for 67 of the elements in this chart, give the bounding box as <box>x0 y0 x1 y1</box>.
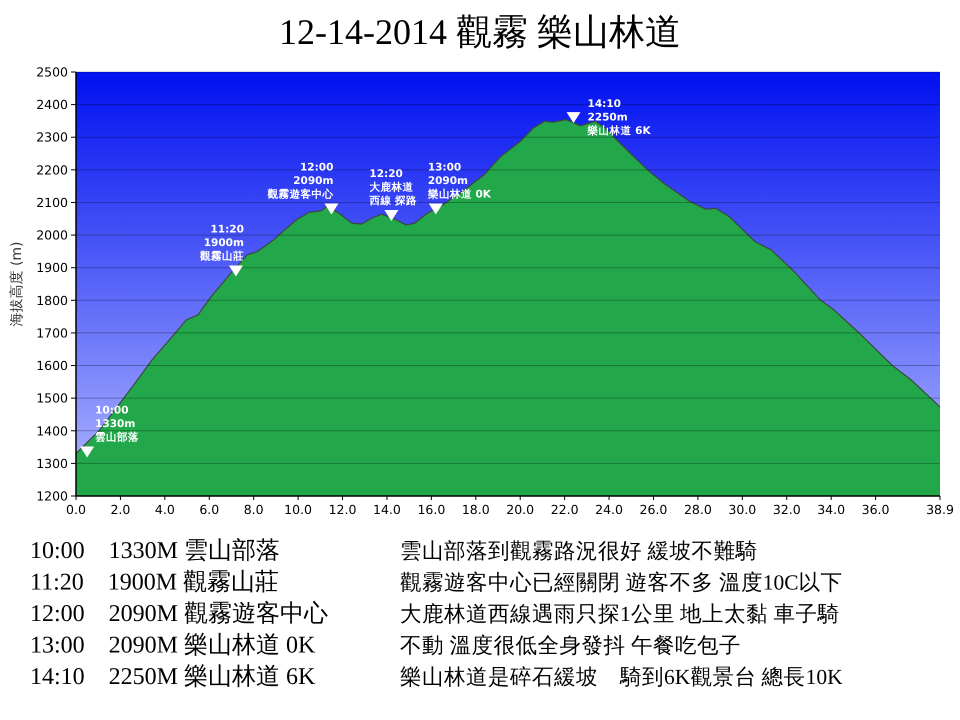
y-tick-label: 1500 <box>36 390 68 406</box>
x-tick-label: 16.0 <box>417 502 446 517</box>
text: 不動 溫度很低全身發抖 午餐吃包子 <box>400 634 741 658</box>
text: 樂山林道是碎石緩坡 騎到6K觀景台 總長10K <box>400 665 844 689</box>
point <box>566 112 581 124</box>
text: 13:00 2090M 樂山林道 0K <box>30 632 316 658</box>
x-tick-label: 38.9 <box>926 502 954 517</box>
point <box>384 210 398 222</box>
annotation: 雲山部落 <box>95 430 140 444</box>
x-tick-label: 32.0 <box>772 502 801 517</box>
x-tick-label: 10.0 <box>284 502 312 517</box>
x-tick-label: 6.0 <box>199 502 220 517</box>
x-tick-label: 4.0 <box>154 502 175 517</box>
text: 大鹿林道西線遇雨只探1公里 地上太黏 車子騎 <box>400 602 840 626</box>
annotation: 12:20 <box>369 168 403 180</box>
annotation: 西線 探路 <box>368 194 418 208</box>
chart-title: 12-14-2014 觀霧 樂山林道 <box>279 12 681 52</box>
annotation: 12:00 <box>300 161 334 174</box>
x-tick-label: 14.0 <box>373 502 401 517</box>
x-tick-label: 26.0 <box>640 502 668 517</box>
annotation: 大鹿林道 <box>369 180 414 194</box>
x-tick-label: 28.0 <box>684 502 712 517</box>
x-tick-label: 24.0 <box>595 502 624 517</box>
text: 10:00 1330M 雲山部落 <box>30 537 280 564</box>
annotation: 2250m <box>588 112 628 124</box>
y-tick-label: 1700 <box>36 325 68 340</box>
y-tick-label: 2100 <box>36 194 68 210</box>
point <box>324 203 338 214</box>
annotation: 2090m <box>428 174 468 187</box>
x-tick-label: 0.0 <box>66 502 86 517</box>
x-tick-label: 22.0 <box>550 502 579 517</box>
annotation: 14:10 <box>588 98 621 110</box>
annotation: 觀霧遊客中心 <box>266 187 334 200</box>
text: 觀霧遊客中心已經關閉 遊客不多 溫度10C以下 <box>400 570 843 594</box>
x-tick-label: 20.0 <box>506 502 534 517</box>
y-tick-label: 2300 <box>36 130 68 145</box>
text: 11:20 1900M 觀霧山莊 <box>30 570 280 596</box>
x-tick-label: 12.0 <box>328 502 356 517</box>
y-axis-title: 海拔高度 (m) <box>9 241 25 327</box>
x-tick-label: 18.0 <box>462 502 490 517</box>
y-tick-label: 2200 <box>36 162 68 178</box>
text: 雲山部落到觀霧路況很好 緩坡不難騎 <box>400 539 758 563</box>
annotation: 1900m <box>204 236 244 249</box>
y-tick-label: 1600 <box>36 358 68 374</box>
y-tick-label: 2500 <box>36 64 68 80</box>
point <box>80 446 94 458</box>
y-tick-label: 1200 <box>36 488 68 504</box>
x-tick-label: 30.0 <box>728 502 756 517</box>
annotation: 觀霧山莊 <box>198 249 244 262</box>
point <box>428 203 443 214</box>
x-tick-label: 2.0 <box>110 502 130 517</box>
x-tick-label: 34.0 <box>817 502 846 517</box>
y-tick-label: 2400 <box>36 97 68 112</box>
text: 12:00 2090M 觀霧遊客中心 <box>30 600 328 627</box>
text: 14:10 2250M 樂山林道 6K <box>30 664 316 690</box>
annotation: 樂山林道 6K <box>586 124 652 138</box>
y-tick-label: 2000 <box>36 228 68 243</box>
y-tick-label: 1400 <box>36 423 68 438</box>
y-tick-label: 1300 <box>36 456 68 471</box>
y-tick-label: 1800 <box>36 292 68 308</box>
annotation: 11:20 <box>210 223 244 236</box>
point <box>228 265 243 276</box>
annotation: 13:00 <box>428 161 462 174</box>
y-tick-label: 1900 <box>36 260 68 276</box>
x-tick-label: 36.0 <box>862 502 890 517</box>
x-tick-label: 8.0 <box>244 502 264 517</box>
annotation: 2090m <box>293 174 334 187</box>
